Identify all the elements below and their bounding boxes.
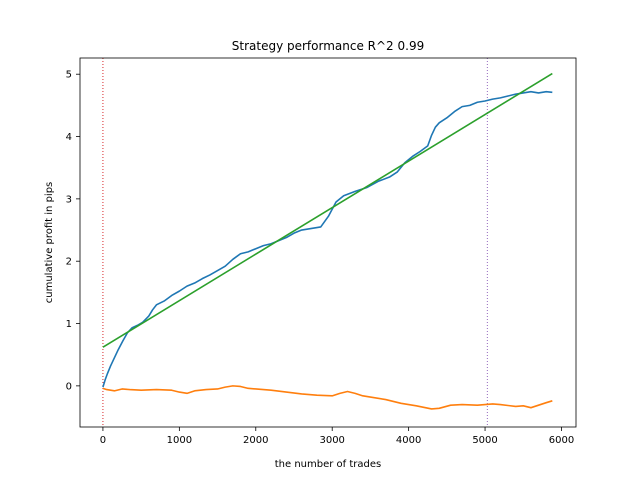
x-tick-label: 5000 [472,435,497,446]
x-tick-label: 1000 [167,435,192,446]
axes-frame [79,57,577,428]
series-line-1 [102,90,553,388]
y-tick-label: 0 [66,381,72,392]
x-tick-label: 2000 [243,435,268,446]
series-line-3 [102,72,553,348]
y-tick-label: 5 [66,70,72,81]
y-tick-label: 1 [66,319,72,330]
y-tick-label: 3 [66,194,72,205]
y-axis-label: cumulative profit in pips [44,182,55,304]
x-tick-label: 3000 [319,435,344,446]
plot-area [102,58,553,427]
y-tick-label: 4 [66,132,72,143]
y-tick-label: 2 [66,257,72,268]
x-axis-label: the number of trades [275,459,381,470]
chart-title: Strategy performance R^2 0.99 [232,39,424,53]
axis-ticks: 0 1000 2000 3000 4000 5000 6000 0 1 2 3 4 5 [66,70,575,446]
x-tick-label: 0 [100,435,106,446]
series-line-2 [102,385,553,410]
x-tick-label: 4000 [396,435,421,446]
x-tick-label: 6000 [549,435,574,446]
